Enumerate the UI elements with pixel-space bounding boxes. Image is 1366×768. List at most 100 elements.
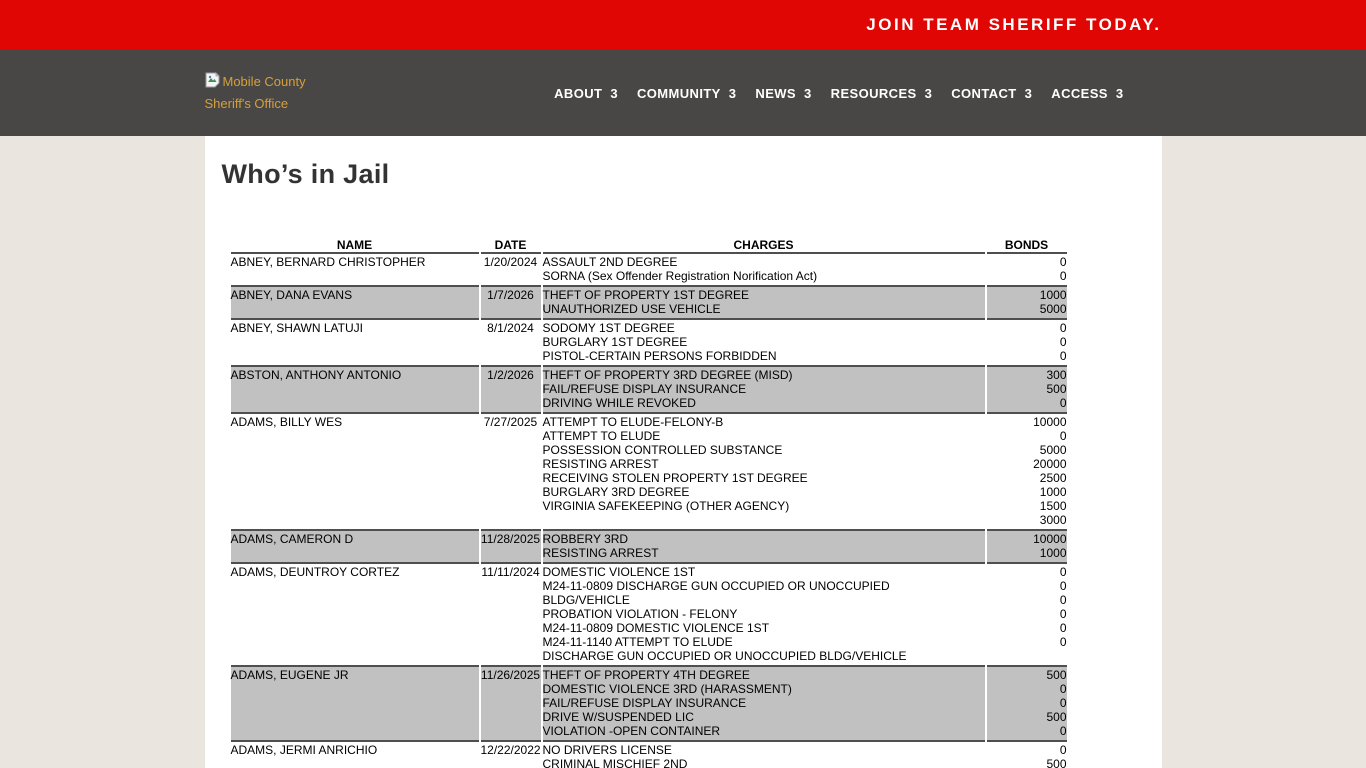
bond-line: 500 bbox=[1046, 710, 1067, 724]
charge-line: UNAUTHORIZED USE VEHICLE bbox=[542, 302, 721, 316]
charge-line: RESISTING ARREST bbox=[542, 457, 659, 471]
bond-line: 0 bbox=[1059, 429, 1067, 443]
charge-line: RECEIVING STOLEN PROPERTY 1ST DEGREE bbox=[542, 471, 808, 485]
nav-item-label: RESOURCES bbox=[830, 85, 917, 101]
booking-date: 11/26/2025 bbox=[480, 667, 541, 742]
bond-line: 0 bbox=[1059, 593, 1067, 607]
bond-line: 2500 bbox=[1039, 471, 1067, 485]
promo-banner-link[interactable]: JOIN TEAM SHERIFF TODAY. bbox=[866, 15, 1162, 34]
charge-line: DISCHARGE GUN OCCUPIED OR UNOCCUPIED BLD… bbox=[542, 649, 907, 663]
charge-line: ATTEMPT TO ELUDE-FELONY-B bbox=[542, 415, 724, 429]
bond-line: 0 bbox=[1059, 696, 1067, 710]
table-body: ABNEY, BERNARD CHRISTOPHER 1/20/2024 ASSAU… bbox=[230, 254, 1067, 768]
bond-line: 1000 bbox=[1039, 485, 1067, 499]
nav-item-resources[interactable]: RESOURCES 3 bbox=[831, 86, 933, 101]
charge-line: ATTEMPT TO ELUDE bbox=[542, 429, 661, 443]
dropdown-arrow-icon: 3 bbox=[728, 85, 737, 101]
bond-line: 500 bbox=[1046, 757, 1067, 768]
dropdown-arrow-icon: 3 bbox=[1115, 85, 1124, 101]
charge-line: ROBBERY 3RD bbox=[542, 532, 629, 546]
charge-line: FAIL/REFUSE DISPLAY INSURANCE bbox=[542, 696, 747, 710]
table-row: ABNEY, SHAWN LATUJI 8/1/2024 SODOMY 1ST DE… bbox=[230, 320, 1067, 367]
bond-line: 0 bbox=[1059, 743, 1067, 757]
charge-line: VIRGINIA SAFEKEEPING (OTHER AGENCY) bbox=[542, 499, 790, 513]
nav-item-news[interactable]: NEWS 3 bbox=[755, 86, 811, 101]
nav-item-access[interactable]: ACCESS 3 bbox=[1051, 86, 1123, 101]
charge-line: DOMESTIC VIOLENCE 1ST bbox=[542, 565, 696, 579]
charges-cell: NO DRIVERS LICENSE CRIMINAL MISCHIEF 2ND bbox=[543, 742, 985, 768]
table-row: ADAMS, DEUNTROY CORTEZ 11/11/2024 DOMESTIC… bbox=[230, 564, 1067, 667]
charges-cell: ATTEMPT TO ELUDE-FELONY-B ATTEMPT TO ELUD… bbox=[542, 414, 985, 531]
inmate-name: ADAMS, JERMI ANRICHIO bbox=[231, 742, 479, 768]
charge-line: POSSESSION CONTROLLED SUBSTANCE bbox=[542, 443, 783, 457]
nav-item-community[interactable]: COMMUNITY 3 bbox=[637, 86, 736, 101]
charge-line: PROBATION VIOLATION - FELONY bbox=[542, 607, 738, 621]
navigation-bar: Mobile County Sheriff's Office ABOUT 3 COM… bbox=[0, 50, 1366, 136]
charge-line: M24-11-0809 DOMESTIC VIOLENCE 1ST bbox=[542, 621, 770, 635]
dropdown-arrow-icon: 3 bbox=[924, 85, 933, 101]
bond-line: 1500 bbox=[1039, 499, 1067, 513]
main-content: Who’s in Jail NAME DATE CHARGES BONDS AB… bbox=[204, 136, 1162, 768]
bond-line: 0 bbox=[1059, 607, 1067, 621]
table-row: ABNEY, BERNARD CHRISTOPHER 1/20/2024 ASSAU… bbox=[230, 254, 1067, 287]
bond-line: 0 bbox=[1059, 321, 1067, 335]
site-logo[interactable]: Mobile County Sheriff's Office bbox=[205, 71, 335, 115]
bond-line: 10000 bbox=[1033, 415, 1067, 429]
nav-item-contact[interactable]: CONTACT 3 bbox=[951, 86, 1032, 101]
charge-line: NO DRIVERS LICENSE bbox=[542, 743, 672, 757]
nav-item-label: ACCESS bbox=[1051, 85, 1108, 101]
bond-line: 0 bbox=[1059, 682, 1067, 696]
bond-line: 0 bbox=[1059, 724, 1067, 738]
column-header-name: NAME bbox=[230, 237, 479, 254]
table-row: ABNEY, DANA EVANS 1/7/2026 THEFT OF PROPER… bbox=[230, 287, 1067, 320]
nav-menu: ABOUT 3 COMMUNITY 3 NEWS 3 RESOURCES 3 CONTACT 3 A… bbox=[554, 86, 1161, 101]
nav-item-about[interactable]: ABOUT 3 bbox=[554, 86, 618, 101]
bond-line: 0 bbox=[1059, 255, 1067, 269]
table-row: ADAMS, CAMERON D 11/28/2025 ROBBERY 3RD RES… bbox=[230, 531, 1067, 564]
column-header-bonds: BONDS bbox=[986, 237, 1067, 254]
table-row: ADAMS, BILLY WES 7/27/2025 ATTEMPT TO ELUD… bbox=[230, 414, 1067, 531]
site-logo-text: Mobile County Sheriff's Office bbox=[204, 74, 306, 111]
dropdown-arrow-icon: 3 bbox=[804, 85, 812, 101]
table-row: ADAMS, EUGENE JR 11/26/2025 THEFT OF PROPE… bbox=[230, 667, 1067, 742]
inmate-name: ADAMS, EUGENE JR bbox=[230, 667, 479, 742]
charge-line: CRIMINAL MISCHIEF 2ND bbox=[542, 757, 688, 768]
charge-line: THEFT OF PROPERTY 3RD DEGREE (MISD) bbox=[542, 368, 793, 382]
bond-line: 0 bbox=[1059, 635, 1067, 649]
bond-line: 1000 bbox=[1039, 546, 1067, 560]
table-header-row: NAME DATE CHARGES BONDS bbox=[230, 237, 1067, 254]
bond-line: 0 bbox=[1059, 269, 1067, 283]
charge-line: VIOLATION -OPEN CONTAINER bbox=[542, 724, 721, 738]
booking-date: 1/20/2024 bbox=[480, 254, 541, 287]
charges-cell: ASSAULT 2ND DEGREE SORNA (Sex Offender Re… bbox=[542, 254, 985, 287]
bond-line: 10000 bbox=[1033, 532, 1067, 546]
booking-date: 1/7/2026 bbox=[480, 287, 541, 320]
charge-line: M24-11-1140 ATTEMPT TO ELUDE bbox=[542, 635, 733, 649]
booking-date: 8/1/2024 bbox=[480, 320, 541, 367]
charges-cell: THEFT OF PROPERTY 3RD DEGREE (MISD) FAIL/… bbox=[542, 367, 985, 414]
bond-line: 0 bbox=[1059, 396, 1067, 410]
nav-item-label: NEWS bbox=[755, 85, 797, 101]
charge-line: DRIVE W/SUSPENDED LIC bbox=[542, 710, 694, 724]
nav-item-label: ABOUT bbox=[554, 85, 603, 101]
bonds-cell: 300 500 0 bbox=[986, 367, 1067, 414]
table-row: ADAMS, JERMI ANRICHIO 12/22/2022 NO DRIVER… bbox=[231, 742, 1067, 768]
inmate-name: ADAMS, DEUNTROY CORTEZ bbox=[230, 564, 479, 667]
jail-roster-table: NAME DATE CHARGES BONDS ABNEY, BERNARD C… bbox=[229, 237, 1069, 768]
charges-cell: THEFT OF PROPERTY 1ST DEGREE UNAUTHORIZED… bbox=[542, 287, 985, 320]
charges-cell: ROBBERY 3RD RESISTING ARREST bbox=[542, 531, 985, 564]
charges-cell: SODOMY 1ST DEGREE BURGLARY 1ST DEGREE PIST… bbox=[542, 320, 985, 367]
inmate-name: ABSTON, ANTHONY ANTONIO bbox=[230, 367, 479, 414]
bond-line: 20000 bbox=[1033, 457, 1067, 471]
bond-line: 0 bbox=[1059, 335, 1067, 349]
charges-cell: DOMESTIC VIOLENCE 1ST M24-11-0809 DISCHAR… bbox=[542, 564, 985, 667]
bond-line: 5000 bbox=[1039, 302, 1067, 316]
charge-line: SORNA (Sex Offender Registration Norific… bbox=[542, 269, 818, 283]
bonds-cell: 0 500 bbox=[987, 742, 1067, 768]
dropdown-arrow-icon: 3 bbox=[1024, 85, 1033, 101]
charge-line: SODOMY 1ST DEGREE bbox=[542, 321, 675, 335]
bond-line: 5000 bbox=[1039, 443, 1067, 457]
charges-cell: THEFT OF PROPERTY 4TH DEGREE DOMESTIC VIO… bbox=[542, 667, 985, 742]
